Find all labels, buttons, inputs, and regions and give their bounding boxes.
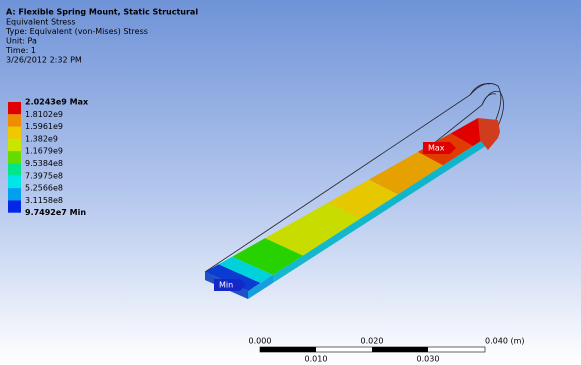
legend-swatch bbox=[8, 188, 21, 200]
legend-swatch bbox=[8, 200, 21, 212]
header-line: Time: 1 bbox=[5, 46, 36, 55]
legend-label: 1.382e9 bbox=[25, 134, 58, 143]
legend-swatch bbox=[8, 114, 21, 126]
legend-label: 5.2566e8 bbox=[25, 184, 63, 193]
title: A: Flexible Spring Mount, Static Structu… bbox=[6, 8, 198, 17]
min-label: Min bbox=[219, 281, 233, 290]
legend-swatch bbox=[8, 164, 21, 176]
legend-swatch bbox=[8, 127, 21, 139]
legend-label: 9.5384e8 bbox=[25, 159, 63, 168]
scale-label: 0.000 bbox=[249, 337, 272, 346]
legend-label: 3.1158e8 bbox=[25, 196, 63, 205]
background bbox=[0, 0, 581, 365]
legend-label: 7.3975e8 bbox=[25, 171, 63, 180]
header-line: Equivalent Stress bbox=[6, 18, 76, 27]
scale-label: 0.030 bbox=[417, 355, 440, 364]
scale-block bbox=[260, 347, 316, 352]
legend-swatch bbox=[8, 102, 21, 114]
scale-label: 0.010 bbox=[305, 355, 328, 364]
legend-swatch bbox=[8, 176, 21, 188]
header-line: Unit: Pa bbox=[6, 37, 37, 46]
legend-label: 1.8102e9 bbox=[25, 110, 63, 119]
scale-block bbox=[372, 347, 428, 352]
page: A: Flexible Spring Mount, Static Structu… bbox=[0, 0, 581, 365]
viewport: A: Flexible Spring Mount, Static Structu… bbox=[0, 0, 581, 365]
header-line: Type: Equivalent (von-Mises) Stress bbox=[5, 27, 148, 36]
legend-label: 9.7492e7 Min bbox=[25, 208, 86, 217]
legend-swatch bbox=[8, 139, 21, 151]
legend-label: 1.1679e9 bbox=[25, 147, 63, 156]
scale-label: 0.040 (m) bbox=[485, 337, 524, 346]
legend-label: 1.5961e9 bbox=[25, 122, 63, 131]
header-line: 3/26/2012 2:32 PM bbox=[6, 56, 82, 65]
scale-label: 0.020 bbox=[361, 337, 384, 346]
legend-label: 2.0243e9 Max bbox=[25, 98, 89, 107]
max-label: Max bbox=[428, 144, 445, 153]
legend-swatch bbox=[8, 151, 21, 163]
